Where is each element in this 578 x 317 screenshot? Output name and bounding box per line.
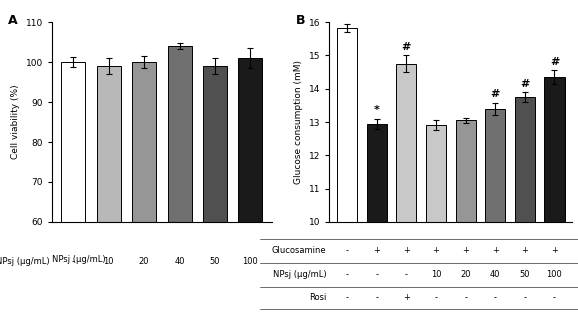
Bar xyxy=(337,28,357,317)
Text: NPsj (μg/mL): NPsj (μg/mL) xyxy=(52,256,106,264)
Text: 40: 40 xyxy=(175,257,185,266)
Text: NPsj (μg/mL): NPsj (μg/mL) xyxy=(0,257,49,266)
Text: #: # xyxy=(520,79,529,89)
Bar xyxy=(515,97,535,317)
Text: -: - xyxy=(346,270,349,279)
Bar xyxy=(132,62,156,317)
Text: +: + xyxy=(551,246,558,255)
Text: Rosi: Rosi xyxy=(309,294,327,302)
Text: +: + xyxy=(432,246,439,255)
Text: 50: 50 xyxy=(210,257,220,266)
Bar xyxy=(168,46,191,317)
Text: -: - xyxy=(405,270,408,279)
Y-axis label: Cell viability (%): Cell viability (%) xyxy=(11,85,20,159)
Text: +: + xyxy=(403,246,410,255)
Y-axis label: Glucose consumption (mM): Glucose consumption (mM) xyxy=(294,60,303,184)
Text: 50: 50 xyxy=(520,270,530,279)
Text: Glucosamine: Glucosamine xyxy=(272,246,327,255)
Text: -: - xyxy=(464,294,467,302)
Text: #: # xyxy=(550,57,559,67)
Bar xyxy=(238,58,262,317)
Text: +: + xyxy=(521,246,528,255)
Text: *: * xyxy=(374,105,380,115)
Text: NPsj (μg/mL): NPsj (μg/mL) xyxy=(273,270,327,279)
Text: 40: 40 xyxy=(490,270,501,279)
Text: +: + xyxy=(403,294,410,302)
Text: 10: 10 xyxy=(103,257,114,266)
Text: 20: 20 xyxy=(461,270,471,279)
Bar xyxy=(426,126,446,317)
Text: -: - xyxy=(553,294,556,302)
Bar xyxy=(544,77,565,317)
Bar xyxy=(367,124,387,317)
Text: -: - xyxy=(346,294,349,302)
Text: 100: 100 xyxy=(243,257,258,266)
Bar xyxy=(485,109,505,317)
Text: #: # xyxy=(402,42,411,52)
Bar xyxy=(455,120,476,317)
Text: -: - xyxy=(375,270,379,279)
Text: 100: 100 xyxy=(547,270,562,279)
Text: -: - xyxy=(435,294,438,302)
Text: 10: 10 xyxy=(431,270,441,279)
Text: +: + xyxy=(462,246,469,255)
Bar xyxy=(397,64,417,317)
Text: -: - xyxy=(523,294,527,302)
Text: 20: 20 xyxy=(139,257,149,266)
Bar xyxy=(203,66,227,317)
Text: B: B xyxy=(295,14,305,27)
Text: -: - xyxy=(494,294,497,302)
Bar xyxy=(97,66,121,317)
Text: -: - xyxy=(346,246,349,255)
Text: +: + xyxy=(492,246,499,255)
Bar xyxy=(61,62,86,317)
Text: +: + xyxy=(373,246,380,255)
Text: -: - xyxy=(375,294,379,302)
Text: A: A xyxy=(8,14,18,27)
Text: -: - xyxy=(72,257,75,266)
Text: #: # xyxy=(491,89,500,100)
